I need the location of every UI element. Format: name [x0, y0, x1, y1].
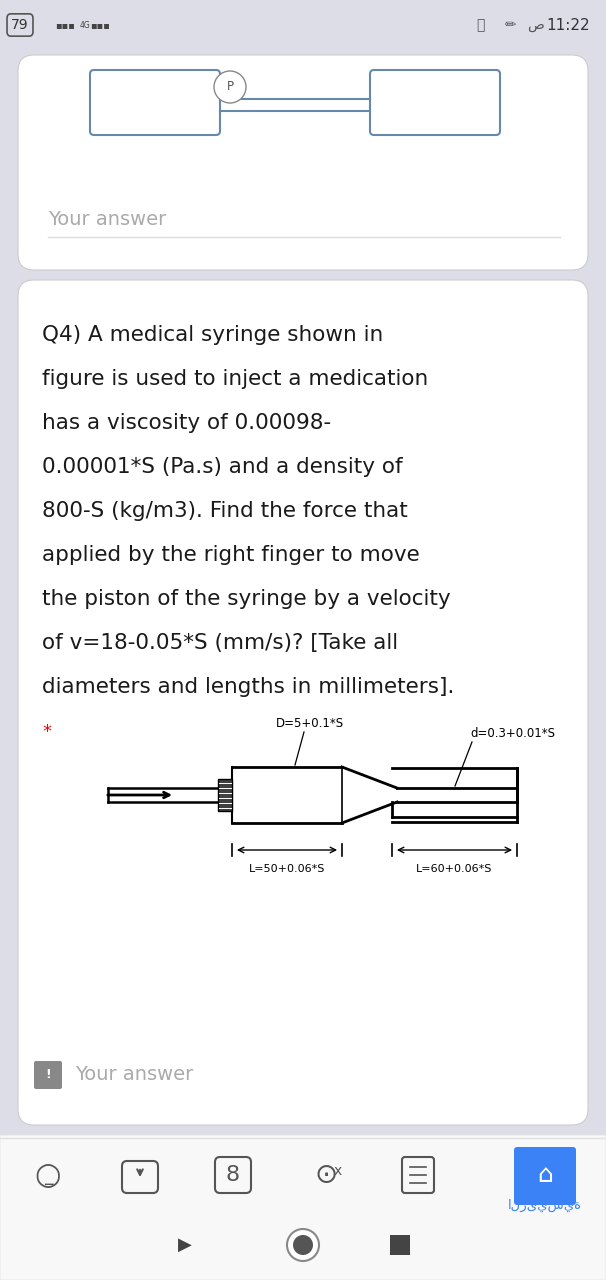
Text: 0.00001*S (Pa.s) and a density of: 0.00001*S (Pa.s) and a density of — [42, 457, 402, 477]
Text: P: P — [227, 81, 233, 93]
Bar — [218, 780, 232, 812]
Text: Your answer: Your answer — [75, 1065, 193, 1084]
FancyBboxPatch shape — [18, 280, 588, 1125]
FancyBboxPatch shape — [0, 1135, 606, 1280]
Text: has a viscosity of 0.00098-: has a viscosity of 0.00098- — [42, 413, 331, 433]
Text: ▔: ▔ — [44, 1184, 52, 1194]
Text: applied by the right finger to move: applied by the right finger to move — [42, 545, 420, 564]
Text: Your answer: Your answer — [48, 210, 166, 229]
FancyBboxPatch shape — [34, 1061, 62, 1089]
Text: figure is used to inject a medication: figure is used to inject a medication — [42, 369, 428, 389]
Text: *: * — [42, 723, 51, 741]
Text: ○: ○ — [35, 1161, 61, 1189]
FancyBboxPatch shape — [90, 70, 220, 134]
Text: ✏: ✏ — [504, 18, 516, 32]
Text: 800-S (kg/m3). Find the force that: 800-S (kg/m3). Find the force that — [42, 500, 408, 521]
Text: ⌂: ⌂ — [537, 1164, 553, 1187]
Text: of v=18-0.05*S (mm/s)? [Take all: of v=18-0.05*S (mm/s)? [Take all — [42, 634, 398, 653]
Text: 79: 79 — [11, 18, 29, 32]
Text: d=0.3+0.01*S: d=0.3+0.01*S — [470, 727, 555, 740]
Text: x: x — [334, 1164, 342, 1178]
Text: the piston of the syringe by a velocity: the piston of the syringe by a velocity — [42, 589, 451, 609]
Text: ▶: ▶ — [178, 1236, 192, 1254]
FancyBboxPatch shape — [514, 1147, 576, 1204]
Text: L=60+0.06*S: L=60+0.06*S — [416, 864, 493, 874]
Text: Q4) A medical syringe shown in: Q4) A medical syringe shown in — [42, 325, 383, 346]
Text: !: ! — [45, 1069, 51, 1082]
Text: diameters and lengths in millimeters].: diameters and lengths in millimeters]. — [42, 677, 455, 698]
Text: L=50+0.06*S: L=50+0.06*S — [249, 864, 325, 874]
Text: ⊙: ⊙ — [315, 1161, 338, 1189]
FancyBboxPatch shape — [18, 55, 588, 270]
Circle shape — [293, 1235, 313, 1254]
Circle shape — [287, 1229, 319, 1261]
Text: ▪▪▪: ▪▪▪ — [55, 20, 75, 29]
Text: ▪▪▪: ▪▪▪ — [90, 20, 110, 29]
Text: الرئيسية: الرئيسية — [508, 1198, 582, 1212]
FancyBboxPatch shape — [370, 70, 500, 134]
Text: 🔔: 🔔 — [476, 18, 484, 32]
Text: ص: ص — [527, 18, 544, 32]
Text: D=5+0.1*S: D=5+0.1*S — [276, 717, 344, 730]
Text: 4G: 4G — [80, 20, 91, 29]
Bar — [390, 1235, 410, 1254]
Circle shape — [214, 70, 246, 102]
Text: 11:22: 11:22 — [547, 18, 590, 32]
Text: 8: 8 — [226, 1165, 240, 1185]
